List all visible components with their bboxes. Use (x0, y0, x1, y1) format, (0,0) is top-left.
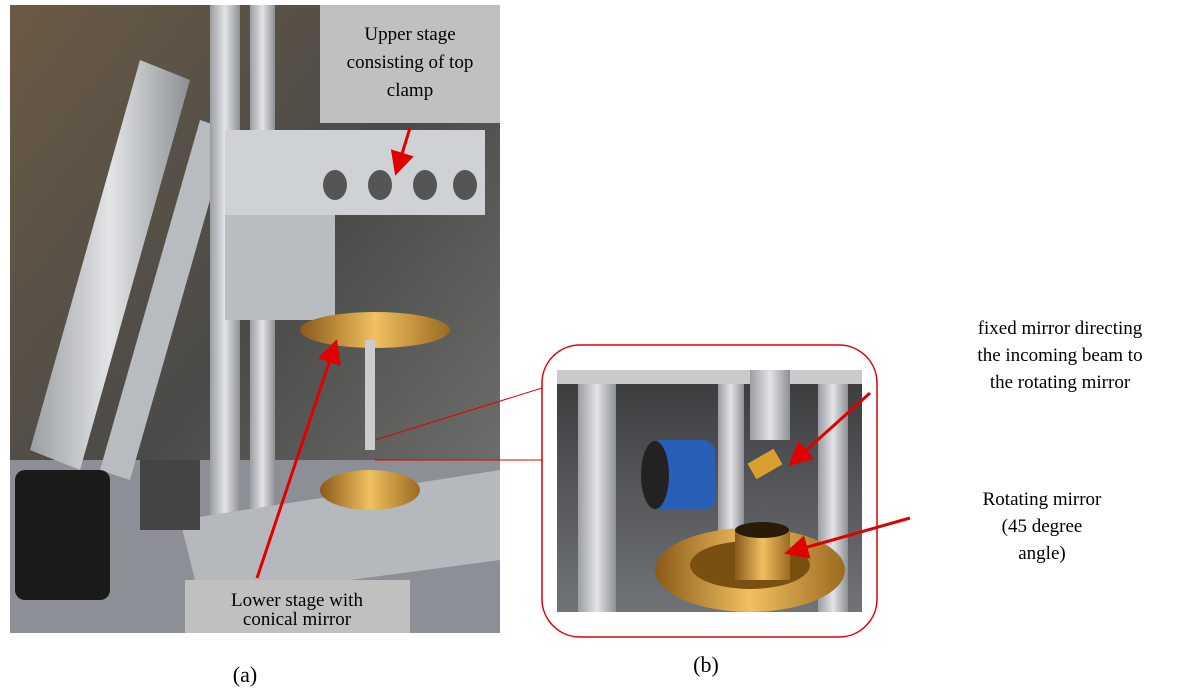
photo-a: Upper stage consisting of top clamp Lowe… (10, 5, 500, 633)
label-line: clamp (387, 80, 433, 101)
label-box: Upper stage consisting of top clamp (320, 5, 500, 123)
label-line: Upper stage (364, 24, 455, 45)
photo-b (542, 345, 910, 637)
annotation-line: angle) (1018, 543, 1065, 564)
label-line: conical mirror (243, 609, 352, 630)
label-line: Lower stage with (231, 590, 363, 611)
label-line: consisting of top (347, 52, 474, 73)
annotation-line: (45 degree (1002, 516, 1083, 537)
annotation-line: fixed mirror directing (978, 318, 1143, 339)
figure: Upper stage consisting of top clamp Lowe… (0, 0, 1178, 694)
label-box: Lower stage with conical mirror (185, 580, 410, 633)
caption: (a) (233, 662, 257, 687)
annotation-line: the rotating mirror (990, 372, 1131, 393)
caption: (b) (693, 652, 719, 677)
annotation-line: the incoming beam to (977, 345, 1142, 366)
annotation-line: Rotating mirror (983, 489, 1102, 510)
